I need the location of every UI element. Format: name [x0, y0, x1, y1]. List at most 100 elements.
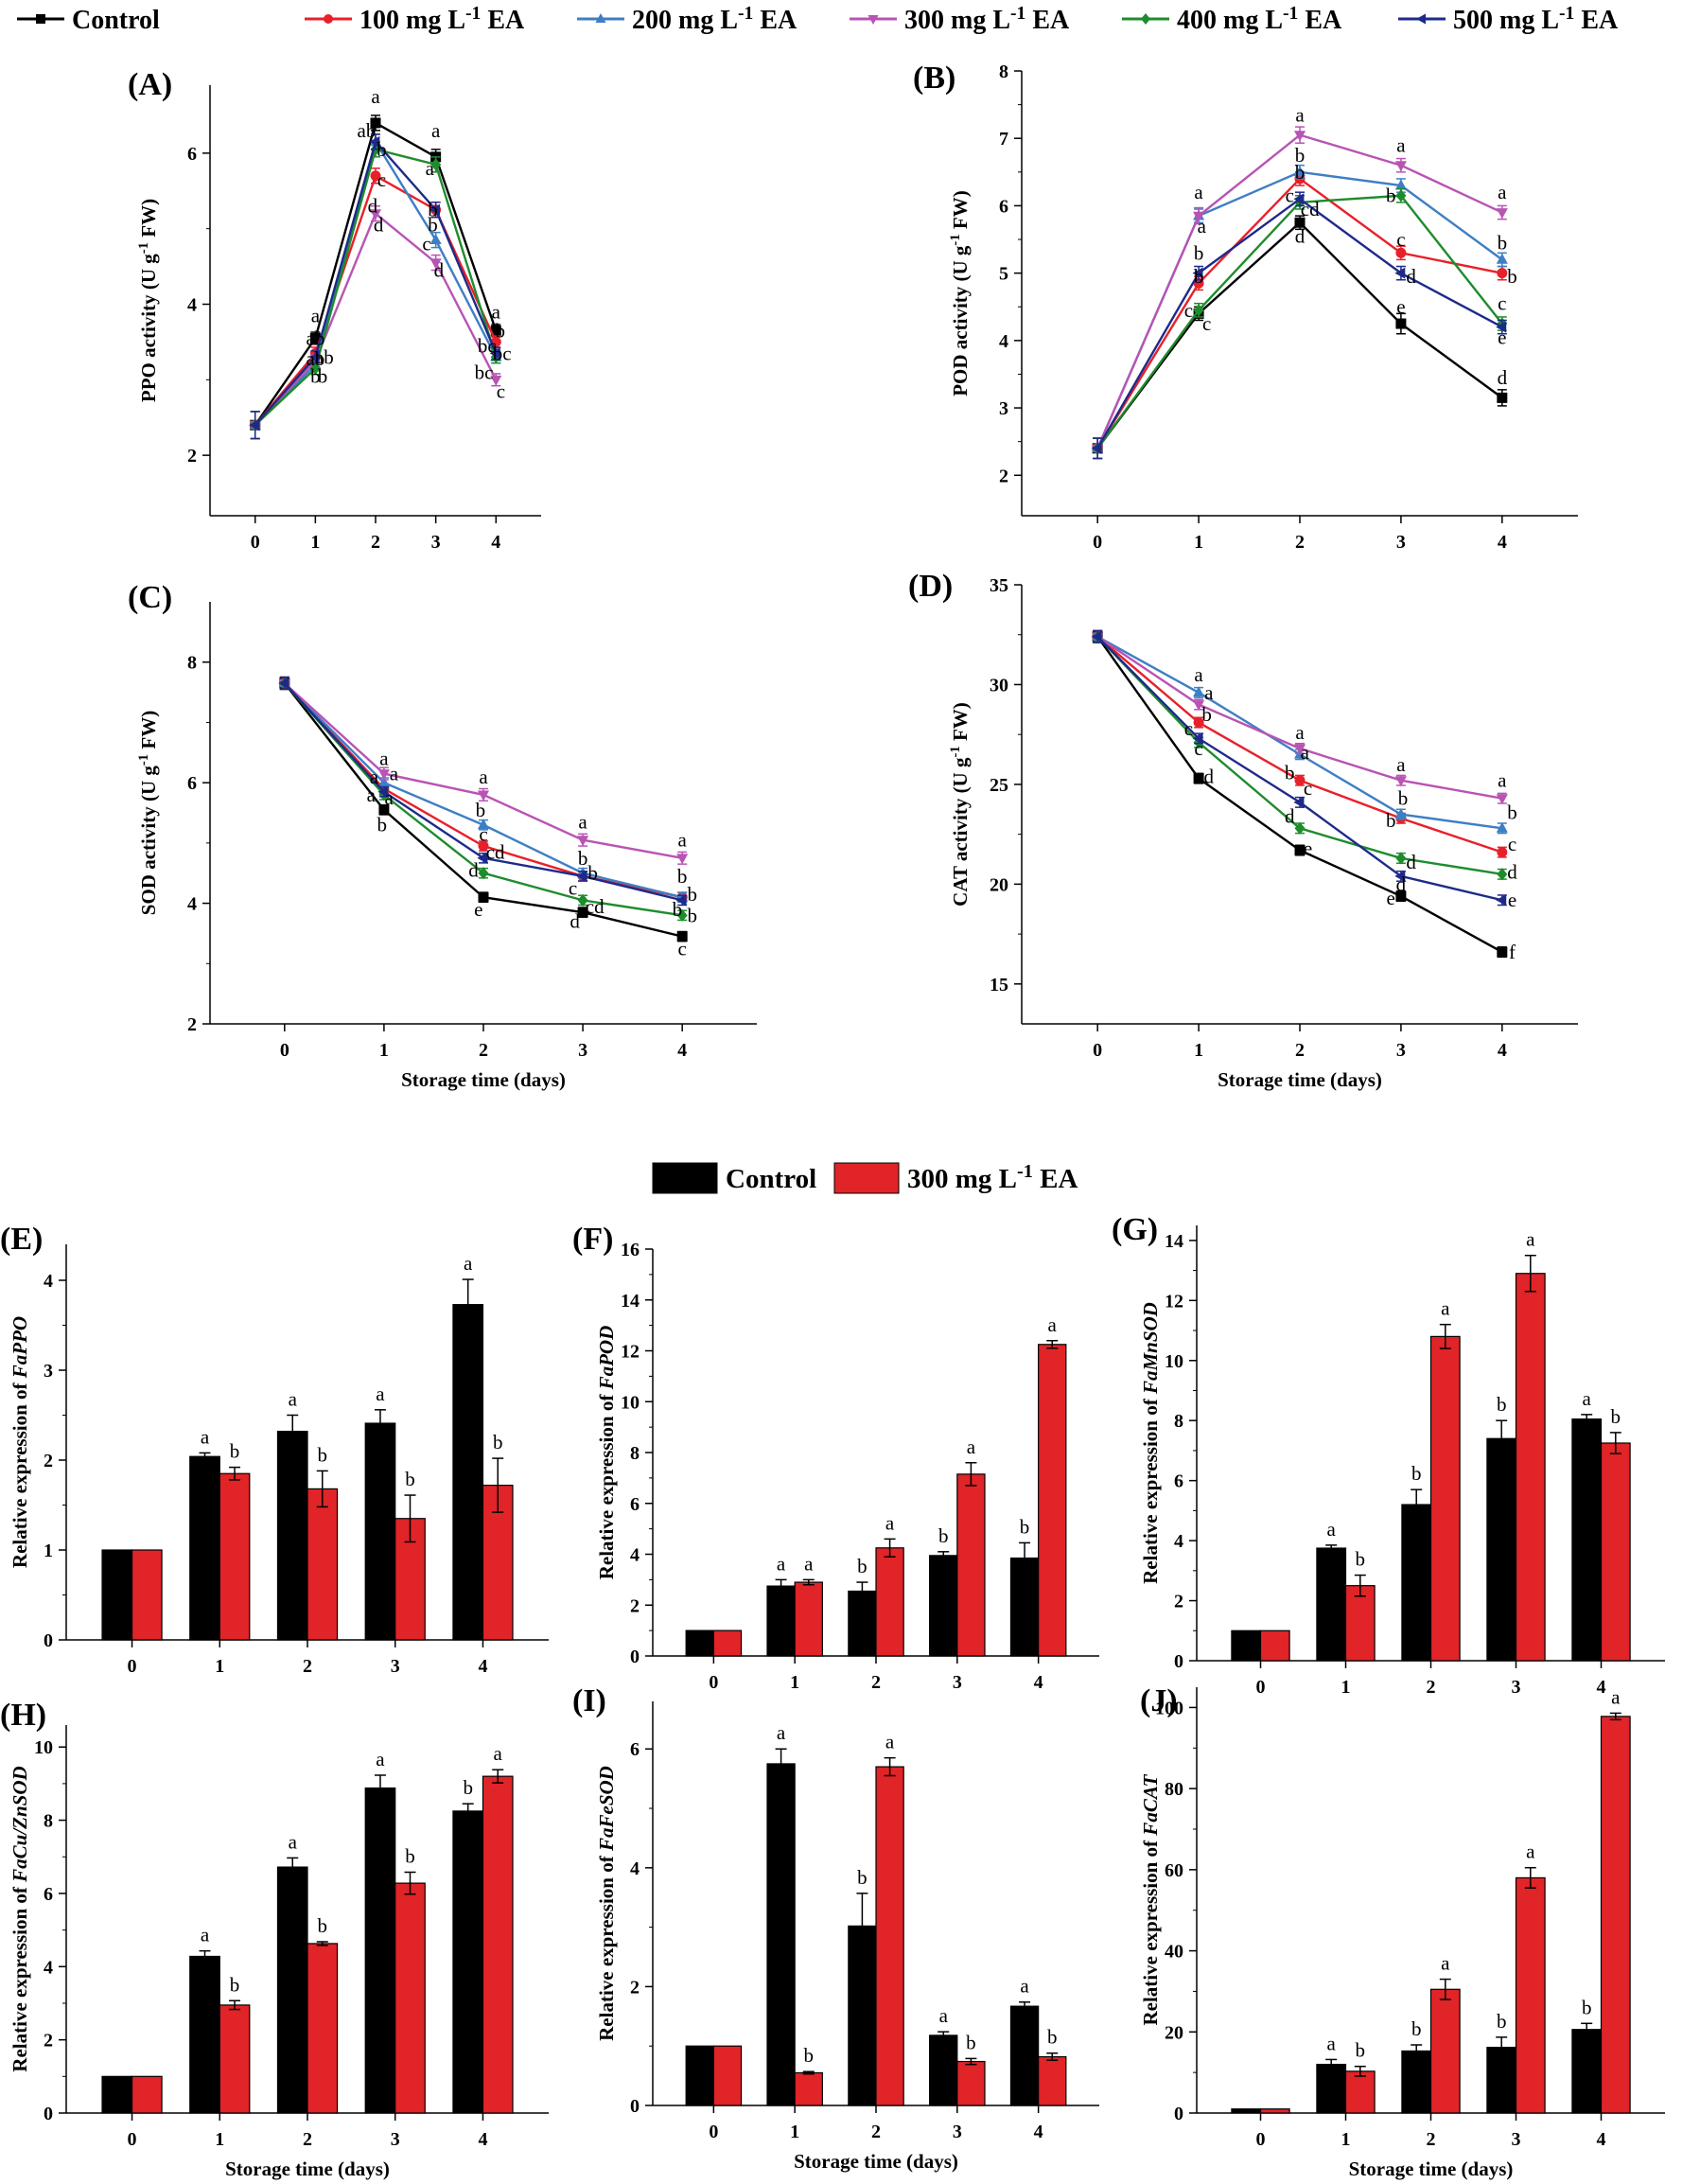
significance-label: d — [570, 910, 580, 933]
y-tick-label: 2 — [44, 2031, 53, 2052]
legend-label: 300 mg L-1 EA — [904, 4, 1070, 36]
x-tick-label: 4 — [491, 532, 500, 553]
significance-label: a — [1611, 1685, 1621, 1708]
significance-label: c — [1286, 185, 1294, 207]
x-tick-label: 1 — [790, 2122, 799, 2142]
y-tick-label: 4 — [999, 331, 1008, 352]
data-point — [1293, 744, 1306, 755]
panel-j: (J) 0 20 40 60 80 100 0 1 2 3 4 Relative expression … — [1139, 1683, 1665, 2180]
significance-label: c — [1498, 292, 1506, 315]
data-point — [369, 135, 380, 148]
data-point — [430, 158, 442, 171]
significance-label: b — [587, 862, 598, 885]
bar — [101, 1549, 133, 1641]
bar — [364, 1422, 396, 1641]
data-point — [1294, 821, 1306, 835]
panel-h: (H) 0 2 4 6 8 10 0 1 2 3 4 Relative expression of Fa… — [0, 1698, 549, 2180]
significance-label: a — [804, 1552, 814, 1575]
y-tick-label: 6 — [1174, 1471, 1183, 1492]
y-tick-label: 14 — [1165, 1231, 1183, 1252]
y-tick-label: 6 — [187, 144, 197, 165]
data-point — [378, 804, 390, 816]
significance-label: cd — [1301, 198, 1320, 220]
significance-label: ab — [306, 347, 324, 370]
legend-swatch — [652, 1162, 718, 1194]
significance-label: e — [1396, 295, 1405, 318]
x-tick-label: 4 — [1498, 1040, 1507, 1061]
panel-label: (C) — [128, 580, 172, 615]
significance-label: a — [678, 829, 688, 852]
significance-label: a — [885, 1511, 895, 1534]
data-point — [249, 419, 260, 432]
significance-label: a — [1526, 1841, 1535, 1863]
bar — [1600, 1716, 1631, 2114]
x-tick-label: 3 — [391, 1656, 400, 1677]
data-point — [1394, 179, 1407, 190]
data-point — [1193, 211, 1205, 222]
x-tick-label: 3 — [1396, 532, 1406, 553]
y-axis-label: POD activity (U g-1 FW) — [948, 190, 972, 396]
x-tick-label: 2 — [303, 2129, 312, 2150]
significance-label: a — [1204, 681, 1214, 704]
significance-label: a — [479, 766, 488, 788]
x-tick-label: 1 — [215, 2129, 224, 2150]
significance-label: b — [463, 1776, 473, 1799]
y-axis-label: PPO activity (U g-1 FW) — [136, 199, 160, 402]
series-line — [1096, 636, 1503, 954]
y-tick-label: 0 — [630, 2096, 640, 2117]
bar — [1038, 1344, 1067, 1657]
bar — [131, 2075, 163, 2114]
significance-label: b — [405, 1844, 415, 1867]
bar-series-1: a b b b — [685, 1515, 1040, 1657]
significance-label: a — [1198, 215, 1207, 238]
bar — [1401, 1504, 1432, 1662]
bar — [307, 1488, 339, 1641]
significance-label: c — [1184, 299, 1193, 322]
data-point — [1395, 318, 1407, 329]
panel-i: (I) 0 2 4 6 0 1 2 3 4 Relative expression of FaFeS… — [572, 1683, 1099, 2173]
x-tick-label: 4 — [1597, 1677, 1606, 1698]
y-axis-label: Relative expression of FaPOD — [595, 1326, 618, 1580]
series-4 — [1092, 126, 1508, 460]
y-tick-label: 10 — [621, 1392, 640, 1413]
significance-label: a — [1020, 1975, 1029, 1998]
significance-label: a — [376, 1383, 385, 1405]
data-point — [477, 819, 490, 830]
y-tick-label: 0 — [44, 1630, 53, 1651]
significance-label: a — [1327, 1518, 1337, 1541]
significance-label: b — [1194, 241, 1204, 264]
significance-label: a — [426, 157, 435, 180]
significance-label: a — [939, 2004, 949, 2027]
x-tick-label: 4 — [478, 2129, 487, 2150]
y-tick-label: 4 — [187, 294, 197, 315]
x-tick-label: 3 — [578, 1040, 587, 1061]
panel-label: (F) — [572, 1222, 613, 1257]
significance-label: b — [857, 1555, 868, 1577]
bar — [1429, 1988, 1461, 2114]
y-tick-label: 10 — [1165, 1351, 1183, 1372]
bar-series-2: bab b — [712, 1731, 1067, 2106]
data-point — [1497, 847, 1508, 858]
y-tick-label: 2 — [1174, 1592, 1183, 1612]
significance-label: b — [1194, 265, 1204, 288]
data-point — [478, 891, 489, 903]
significance-label: e — [1387, 887, 1395, 909]
y-tick-label: 6 — [187, 773, 197, 794]
series-5 — [250, 141, 501, 440]
significance-label: cd — [586, 895, 605, 918]
data-point — [1394, 807, 1407, 819]
significance-label: c — [1508, 833, 1516, 855]
x-tick-label: 1 — [1194, 532, 1203, 553]
x-tick-label: 1 — [790, 1672, 799, 1693]
x-tick-label: 3 — [1512, 1677, 1521, 1698]
data-point — [489, 347, 500, 360]
x-tick-label: 0 — [1256, 1677, 1266, 1698]
significance-label: a — [1396, 753, 1406, 776]
x-axis-label: Storage time (days) — [401, 1068, 566, 1091]
x-tick-label: 3 — [1396, 1040, 1406, 1061]
